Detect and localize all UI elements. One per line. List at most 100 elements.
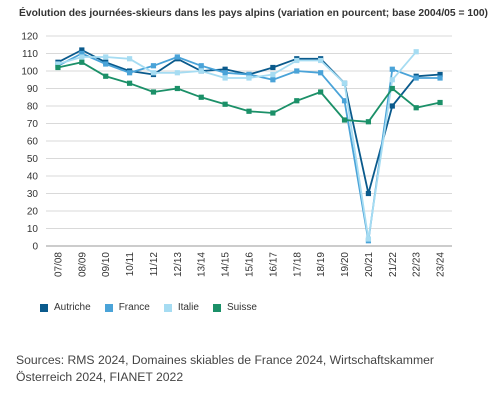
data-point	[198, 68, 204, 74]
data-point	[126, 70, 133, 76]
data-point	[413, 49, 419, 55]
data-point	[126, 80, 133, 86]
data-point	[103, 73, 109, 79]
y-tick-label: 70	[27, 119, 39, 130]
data-point	[198, 63, 204, 69]
y-tick-label: 0	[32, 242, 38, 253]
legend-item: Italie	[163, 302, 199, 313]
x-tick-label: 20/21	[364, 252, 375, 277]
data-point	[150, 63, 157, 69]
legend-swatch	[40, 303, 48, 312]
legend-label: Italie	[177, 302, 199, 313]
data-point	[79, 54, 85, 60]
data-point	[103, 61, 109, 67]
data-point	[389, 77, 395, 83]
x-tick-label: 10/11	[125, 252, 136, 277]
x-axis: 07/08 08/09 09/10 10/11 11/12 12/13 13/14 14/15…	[53, 252, 446, 277]
data-point	[341, 117, 348, 123]
x-tick-label: 23/24	[436, 252, 447, 277]
data-point	[389, 85, 395, 92]
data-point	[318, 57, 324, 64]
data-point	[222, 70, 228, 76]
legend-label: Autriche	[54, 302, 91, 313]
x-tick-label: 13/14	[197, 252, 208, 277]
data-point	[55, 64, 61, 71]
data-point	[294, 68, 300, 74]
data-point	[79, 47, 85, 53]
data-point	[270, 110, 276, 116]
legend-item: France	[104, 302, 150, 313]
y-tick-label: 60	[27, 137, 39, 148]
x-tick-label: 21/22	[388, 252, 399, 277]
data-point	[246, 75, 252, 81]
chart-series	[55, 47, 443, 244]
legend-swatch	[163, 303, 172, 312]
x-tick-label: 08/09	[77, 252, 88, 277]
data-point	[55, 61, 61, 67]
legend-item: Autriche	[40, 302, 91, 313]
data-point	[413, 105, 419, 111]
x-tick-label: 07/08	[53, 252, 64, 277]
y-tick-label: 10	[27, 224, 39, 235]
series-line	[57, 49, 441, 195]
data-point	[103, 54, 109, 60]
x-tick-label: 22/23	[412, 252, 423, 277]
x-tick-label: 14/15	[221, 252, 232, 277]
legend-item: Suisse	[212, 302, 257, 313]
data-point	[79, 50, 85, 57]
data-point	[341, 80, 348, 86]
data-point	[174, 70, 180, 76]
data-point	[437, 99, 443, 106]
data-point	[365, 119, 372, 125]
legend-swatch	[212, 303, 221, 312]
sources-note: Sources: RMS 2024, Domaines skiables de …	[16, 353, 434, 384]
x-tick-label: 18/19	[316, 252, 327, 277]
data-point	[437, 75, 443, 81]
data-point	[150, 70, 157, 76]
data-point	[318, 89, 324, 95]
data-point	[174, 85, 180, 92]
y-tick-label: 20	[27, 207, 39, 218]
data-point	[79, 59, 85, 65]
data-point	[270, 77, 276, 83]
data-point	[222, 75, 228, 81]
data-point	[246, 71, 252, 78]
x-tick-label: 09/10	[101, 252, 112, 277]
data-point	[341, 98, 348, 104]
y-axis: 0 10 20 30 40 50 60 70 80 90 100 110 120	[21, 32, 38, 253]
data-point	[150, 89, 157, 95]
data-point	[270, 71, 276, 78]
x-tick-label: 11/12	[149, 252, 160, 277]
data-point	[222, 101, 228, 107]
chart-legend: Autriche France Italie Suisse	[40, 302, 257, 313]
y-tick-label: 80	[27, 102, 39, 113]
data-point	[270, 64, 276, 71]
data-point	[174, 54, 180, 60]
y-tick-label: 30	[27, 189, 39, 200]
data-point	[318, 70, 324, 76]
y-tick-label: 90	[27, 84, 39, 95]
x-tick-label: 16/17	[268, 252, 279, 277]
x-tick-label: 19/20	[340, 252, 351, 277]
legend-label: France	[118, 302, 150, 313]
x-tick-label: 15/16	[245, 252, 256, 277]
y-tick-label: 100	[21, 67, 38, 78]
y-tick-label: 110	[22, 49, 38, 60]
chart-grid	[46, 35, 452, 247]
data-point	[365, 236, 372, 242]
data-point	[246, 108, 252, 114]
series-suisse	[55, 59, 443, 125]
x-tick-label: 12/13	[173, 252, 184, 277]
data-point	[389, 103, 395, 109]
y-tick-label: 50	[27, 154, 39, 165]
legend-label: Suisse	[226, 302, 257, 313]
legend-swatch	[104, 303, 113, 312]
data-point	[365, 190, 372, 197]
series-italie	[55, 49, 419, 242]
data-point	[294, 98, 300, 104]
data-point	[294, 57, 300, 64]
data-point	[126, 56, 133, 62]
y-tick-label: 40	[27, 172, 39, 183]
y-tick-label: 120	[21, 32, 38, 43]
